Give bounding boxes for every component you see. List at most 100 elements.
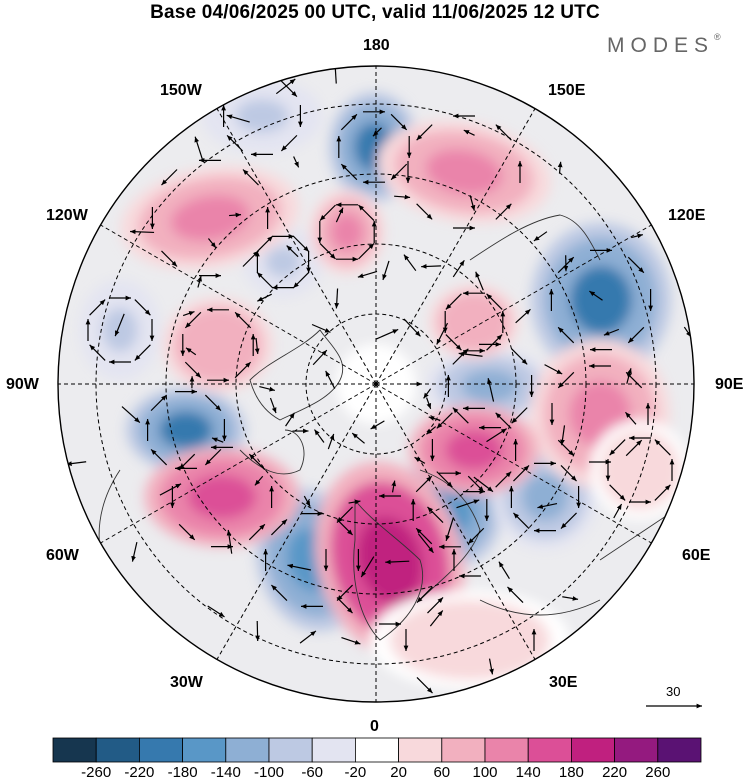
coastline (353, 498, 424, 641)
anomaly-blob (144, 447, 300, 547)
modes-logo: MODES® (607, 32, 721, 57)
wind-arrow (226, 529, 233, 554)
wind-arrow (458, 351, 483, 357)
wind-arrow (207, 605, 225, 618)
wind-arrow (627, 326, 645, 344)
lon-label-60w: 60W (46, 547, 79, 564)
wind-arrow (334, 288, 340, 309)
map-title: Base 04/06/2025 00 UTC, valid 11/06/2025… (150, 2, 600, 23)
coastline (419, 469, 481, 601)
wind-arrow (452, 407, 469, 424)
wind-arrow (204, 448, 222, 466)
wind-arrow (248, 523, 266, 541)
wind-arrow (394, 194, 411, 200)
wind-arrow (416, 124, 433, 141)
wind-arrow (185, 347, 197, 356)
wind-arrow (467, 475, 485, 493)
lon-label-30e: 30E (549, 674, 578, 691)
wind-arrow (134, 344, 151, 361)
wind-arrow (130, 229, 155, 235)
wind-arrow (557, 371, 575, 389)
wind-arrow (427, 597, 444, 614)
wind-arrow (314, 429, 325, 443)
wind-arrow (415, 475, 433, 493)
colorbar-tick-label: 100 (472, 764, 498, 781)
colorbar-tick-label: -260 (81, 764, 112, 781)
lon-label-120e: 120E (668, 207, 706, 224)
wind-arrow (211, 437, 224, 443)
wind-arrow (416, 677, 433, 694)
wind-arrow (557, 161, 563, 174)
wind-arrow (159, 483, 182, 496)
wind-arrow (178, 453, 196, 471)
wind-arrow (544, 364, 563, 375)
wind-arrow (495, 412, 512, 429)
wind-arrow (293, 156, 300, 168)
wind-arrow (436, 322, 449, 345)
wind-arrow (335, 207, 344, 223)
wind-arrow (486, 293, 503, 310)
wind-arrow (207, 238, 217, 249)
wind-arrow (495, 124, 512, 141)
wind-arrow (270, 518, 288, 536)
colorbar-tick-label: 220 (602, 764, 628, 781)
wind-arrow (498, 561, 510, 579)
wind-arrow (256, 235, 274, 253)
wind-arrow (375, 328, 399, 340)
wind-arrow (513, 465, 530, 482)
anomaly-blob (370, 590, 570, 690)
lon-label-90e: 90E (715, 376, 744, 393)
wind-arrow (340, 163, 358, 181)
wind-arrow (416, 586, 433, 603)
anomaly-blob (120, 166, 300, 270)
wind-arrow (589, 290, 603, 301)
wind-arrow (511, 348, 528, 365)
wind-arrow (341, 637, 361, 645)
wind-arrow (625, 411, 637, 425)
wind-arrow (488, 658, 494, 675)
coastline (249, 329, 344, 421)
anomaly-blob (163, 297, 273, 393)
wind-arrow (427, 506, 444, 523)
wind-arrow (286, 245, 299, 258)
wind-arrow (654, 439, 671, 456)
wind-arrow (486, 334, 503, 351)
wind-arrow (280, 80, 298, 98)
wind-arrow (287, 563, 312, 571)
wind-arrow (194, 136, 204, 160)
wind-arrow (184, 361, 202, 379)
wind-arrow (421, 264, 442, 269)
wind-arrow (348, 499, 361, 505)
wind-arrow (456, 499, 480, 509)
lon-label-30w: 30W (170, 674, 203, 691)
wind-arrow (475, 271, 484, 291)
wind-arrow (560, 465, 577, 482)
colorbar-tick-label: -20 (344, 764, 367, 781)
wind-arrow (226, 114, 250, 123)
wind-arrow (257, 293, 272, 302)
wind-arrow (336, 506, 353, 523)
colorbar-tick-label: 60 (433, 764, 451, 781)
wind-arrow (234, 311, 252, 329)
wind-arrow (428, 416, 441, 421)
wind-arrow (507, 677, 524, 694)
wind-arrow (403, 318, 421, 337)
wind-arrow (603, 328, 620, 336)
lon-label-120w: 120W (46, 207, 88, 224)
wind-arrow (390, 163, 408, 181)
wind-arrow (445, 293, 462, 310)
wind-arrow (385, 559, 410, 565)
wind-arrow (429, 610, 444, 627)
meridian-line (98, 383, 377, 545)
wind-arrow (560, 425, 566, 446)
colorbar-tick-label: -60 (301, 764, 324, 781)
wind-arrow (469, 195, 476, 211)
wind-arrow (182, 311, 195, 317)
wind-arrow (418, 533, 434, 554)
wind-arrow (425, 397, 432, 410)
wind-arrow (487, 378, 495, 402)
wind-arrow (254, 337, 260, 355)
wind-arrow (319, 243, 336, 260)
wind-arrow (415, 527, 433, 545)
wind-arrow (533, 231, 548, 242)
